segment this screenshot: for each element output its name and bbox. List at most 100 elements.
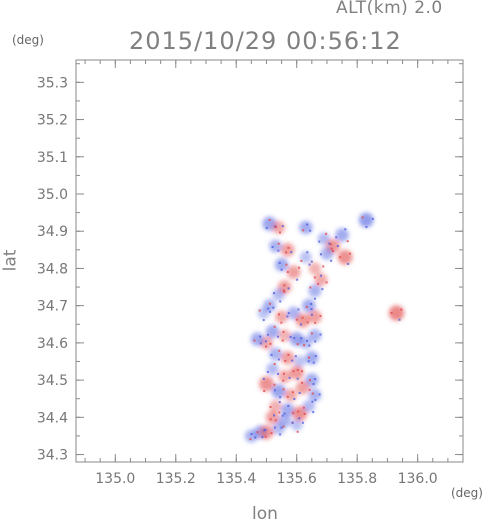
y-tick-label: 34.4 (37, 410, 68, 426)
echo-speckle (310, 260, 313, 263)
echo-cell (286, 265, 301, 279)
echo-speckle (269, 342, 272, 345)
echo-speckle (280, 426, 283, 429)
echo-field (244, 212, 405, 443)
echo-speckle (279, 433, 282, 436)
echo-speckle (287, 404, 290, 407)
echo-cell (305, 350, 319, 365)
echo-cell (292, 406, 308, 422)
echo-speckle (306, 223, 309, 226)
echo-cell (295, 380, 310, 395)
echo-speckle (307, 360, 310, 363)
echo-speckle (339, 256, 342, 259)
echo-speckle (310, 313, 313, 316)
echo-speckle (285, 263, 288, 266)
echo-speckle (306, 321, 309, 324)
y-tick-label: 34.8 (37, 261, 68, 277)
echo-speckle (300, 337, 303, 340)
echo-cell (320, 247, 334, 261)
echo-cell (308, 388, 322, 402)
echo-speckles (249, 216, 403, 441)
echo-cell (271, 384, 286, 399)
echo-speckle (295, 318, 298, 321)
echo-speckle (263, 429, 266, 432)
echo-speckle (267, 307, 270, 310)
echo-speckle (270, 432, 273, 435)
echo-speckle (297, 308, 300, 311)
echo-speckle (365, 225, 368, 228)
echo-speckle (277, 242, 280, 245)
echo-speckle (261, 436, 264, 439)
echo-speckle (310, 332, 313, 335)
echo-speckle (308, 388, 311, 391)
echo-speckle (321, 288, 324, 291)
echo-speckle (262, 377, 265, 380)
echo-speckle (283, 412, 286, 415)
echo-speckle (253, 339, 256, 342)
echo-speckle (328, 242, 331, 245)
echo-cell (317, 232, 331, 245)
echo-speckle (296, 278, 299, 281)
echo-speckle (296, 430, 299, 433)
echo-speckle (266, 333, 269, 336)
echo-speckle (296, 343, 299, 346)
echo-cell (358, 212, 374, 228)
echo-cell (290, 418, 303, 431)
echo-speckle (300, 259, 303, 262)
echo-speckle (306, 251, 309, 254)
echo-speckle (287, 287, 290, 290)
echo-cell (289, 365, 304, 380)
echo-speckle (298, 266, 301, 269)
echo-cell (272, 288, 285, 301)
echo-speckle (273, 363, 276, 366)
echo-speckle (313, 297, 316, 300)
echo-speckle (305, 305, 308, 308)
echo-speckle (310, 302, 313, 305)
echo-speckle (298, 417, 301, 420)
echo-speckle (281, 339, 284, 342)
echo-speckle (318, 240, 321, 243)
y-tick-label: 35.0 (37, 187, 68, 203)
y-axis-unit: (deg) (12, 33, 44, 47)
echo-speckle (282, 425, 285, 428)
y-tick-label: 35.2 (37, 113, 68, 129)
echo-speckle (291, 391, 294, 394)
echo-cell (278, 369, 292, 383)
x-axis-unit: (deg) (451, 486, 483, 500)
echo-speckle (273, 292, 276, 295)
echo-speckle (274, 419, 277, 422)
echo-speckle (300, 323, 303, 326)
echo-speckle (286, 270, 289, 273)
x-tick-label: 135.4 (216, 471, 256, 487)
echo-speckle (325, 232, 328, 235)
echo-speckle (292, 412, 295, 415)
echo-speckle (306, 339, 309, 342)
echo-cell (308, 284, 322, 298)
echo-speckle (319, 253, 322, 256)
echo-speckle (250, 433, 253, 436)
echo-cell (272, 221, 286, 234)
echo-speckle (291, 421, 294, 424)
echo-cell (275, 310, 289, 324)
echo-speckle (293, 397, 296, 400)
echo-cell (308, 310, 322, 324)
echo-speckle (330, 243, 333, 246)
echo-speckle (309, 229, 312, 232)
echo-speckle (288, 376, 291, 379)
echo-speckle (277, 372, 280, 375)
echo-speckle (277, 335, 280, 338)
echo-cell (335, 228, 349, 242)
echo-cell (302, 399, 316, 413)
echo-speckle (278, 349, 281, 352)
y-tick-label: 34.9 (37, 224, 68, 240)
echo-speckle (301, 370, 304, 373)
echo-speckle (269, 418, 272, 421)
echo-speckle (287, 353, 290, 356)
echo-speckle (400, 308, 403, 311)
echo-speckle (308, 379, 311, 382)
echo-speckle (264, 428, 267, 431)
echo-cell (278, 329, 291, 342)
echo-cell (308, 328, 322, 342)
echo-cell (259, 376, 274, 392)
echo-cell (266, 362, 279, 376)
